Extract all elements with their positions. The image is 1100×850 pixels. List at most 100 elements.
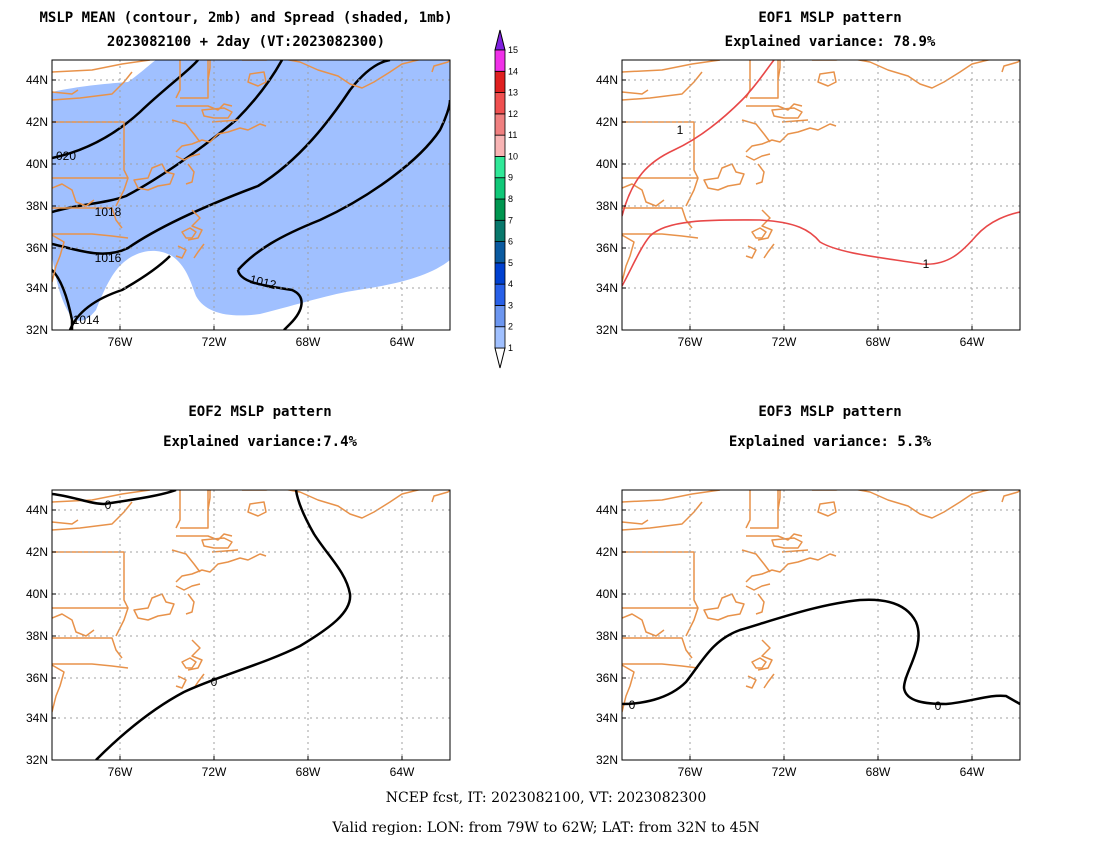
colorbar-bin [494, 70, 506, 93]
colorbar-label: 7 [508, 215, 513, 225]
lat-tick-label: 36N [26, 671, 48, 685]
lat-tick-label: 36N [596, 241, 618, 255]
mean-contours [52, 60, 450, 330]
contour-label: 0 [211, 675, 218, 689]
contour-label: 0 [629, 698, 636, 712]
colorbar-bin [494, 49, 506, 72]
contour-label: 1016 [95, 251, 122, 265]
colorbar-label: 2 [508, 322, 513, 332]
panel-eof3: EOF3 MSLP pattern Explained variance: 5.… [621, 404, 1021, 761]
map-frame [51, 59, 451, 331]
axis-tick-labels: 44N 42N 40N 38N 36N 34N 32N 76W 72W 68W 64W 44N 42N 4… [26, 73, 985, 779]
contour-label: 1012 [248, 272, 278, 292]
colorbar-bin [494, 113, 506, 136]
colorbar-bin [494, 262, 506, 285]
lon-tick-label: 64W [390, 335, 415, 349]
colorbar-label: 14 [508, 66, 518, 76]
lat-tick-label: 36N [596, 671, 618, 685]
lon-tick-label: 64W [390, 765, 415, 779]
panel-subtitle: Explained variance:7.4% [163, 434, 357, 450]
contour-label: 0 [105, 498, 112, 512]
lat-tick-label: 44N [26, 503, 48, 517]
colorbar-bin [494, 241, 506, 264]
eof3-contours [622, 598, 1020, 706]
colorbar-bin [494, 305, 506, 328]
colorbar-label: 11 [508, 130, 517, 140]
panel-title: EOF2 MSLP pattern [188, 404, 331, 420]
lat-tick-label: 34N [26, 281, 48, 295]
lon-tick-label: 68W [296, 335, 321, 349]
colorbar-bin [494, 219, 506, 242]
lat-tick-label: 32N [26, 323, 48, 337]
lat-lon-grid [52, 60, 450, 330]
panel-title: MSLP MEAN (contour, 2mb) and Spread (sha… [39, 10, 452, 26]
lon-tick-label: 68W [866, 335, 891, 349]
lon-tick-label: 64W [960, 335, 985, 349]
colorbar-label: 13 [508, 88, 518, 98]
colorbar-label: 10 [508, 151, 518, 161]
lat-tick-label: 40N [596, 157, 618, 171]
lat-tick-label: 34N [26, 711, 48, 725]
lat-tick-label: 36N [26, 241, 48, 255]
colorbar-label: 5 [508, 258, 513, 268]
lat-tick-label: 38N [596, 199, 618, 213]
lat-tick-label: 42N [596, 115, 618, 129]
panel-eof1: EOF1 MSLP pattern Explained variance: 78… [621, 10, 1021, 331]
panel-subtitle: Explained variance: 5.3% [729, 434, 932, 450]
lon-tick-label: 68W [866, 765, 891, 779]
lat-tick-label: 34N [596, 281, 618, 295]
lon-tick-label: 72W [772, 765, 797, 779]
map-frame [51, 489, 451, 761]
panel-subtitle: 2023082100 + 2day (VT:2023082300) [107, 34, 385, 50]
lon-tick-label: 72W [202, 765, 227, 779]
lon-tick-label: 72W [202, 335, 227, 349]
lat-tick-label: 44N [596, 503, 618, 517]
lon-tick-label: 76W [678, 765, 703, 779]
colorbar-bin [494, 177, 506, 200]
colorbar-label: 8 [508, 194, 513, 204]
lat-tick-label: 38N [26, 629, 48, 643]
map-frame [621, 59, 1021, 331]
panel-eof2: EOF2 MSLP pattern Explained variance:7.4… [51, 404, 451, 761]
eof2-contours [52, 490, 352, 760]
contour-label: 0 [935, 699, 942, 713]
lat-lon-grid [622, 60, 1020, 330]
eof1-contours [622, 60, 1020, 287]
lat-tick-label: 44N [26, 73, 48, 87]
panel-title: EOF1 MSLP pattern [758, 10, 901, 26]
contour-label: 1018 [95, 205, 122, 219]
colorbar-bin [494, 198, 506, 221]
lat-lon-grid [622, 490, 1020, 760]
lat-tick-label: 40N [26, 587, 48, 601]
contour-label: 1014 [73, 313, 100, 327]
colorbar-bin [494, 92, 506, 115]
lat-tick-label: 32N [26, 753, 48, 767]
lat-tick-label: 42N [26, 545, 48, 559]
colorbar-bin [494, 156, 506, 179]
colorbar-underflow-arrow [494, 347, 506, 369]
colorbar-label: 12 [508, 109, 518, 119]
colorbar-label: 4 [508, 279, 513, 289]
lon-tick-label: 76W [108, 765, 133, 779]
lat-lon-grid [52, 490, 450, 760]
footer-line-1: NCEP fcst, IT: 2023082100, VT: 202308230… [386, 790, 706, 806]
panel-title: EOF3 MSLP pattern [758, 404, 901, 420]
lat-tick-label: 38N [26, 199, 48, 213]
colorbar-label: 1 [508, 343, 513, 353]
contour-label: 1 [677, 123, 684, 137]
lat-tick-label: 32N [596, 753, 618, 767]
colorbar-label: 9 [508, 173, 513, 183]
lat-tick-label: 38N [596, 629, 618, 643]
colorbar-label: 15 [508, 45, 518, 55]
lon-tick-label: 68W [296, 765, 321, 779]
lat-tick-label: 34N [596, 711, 618, 725]
lon-tick-label: 76W [108, 335, 133, 349]
lat-tick-label: 42N [596, 545, 618, 559]
lat-tick-label: 44N [596, 73, 618, 87]
panel-subtitle: Explained variance: 78.9% [725, 34, 936, 50]
colorbar-overflow-arrow [494, 29, 506, 51]
colorbar-bin [494, 283, 506, 306]
contour-label: 1 [923, 257, 930, 271]
lat-tick-label: 40N [596, 587, 618, 601]
